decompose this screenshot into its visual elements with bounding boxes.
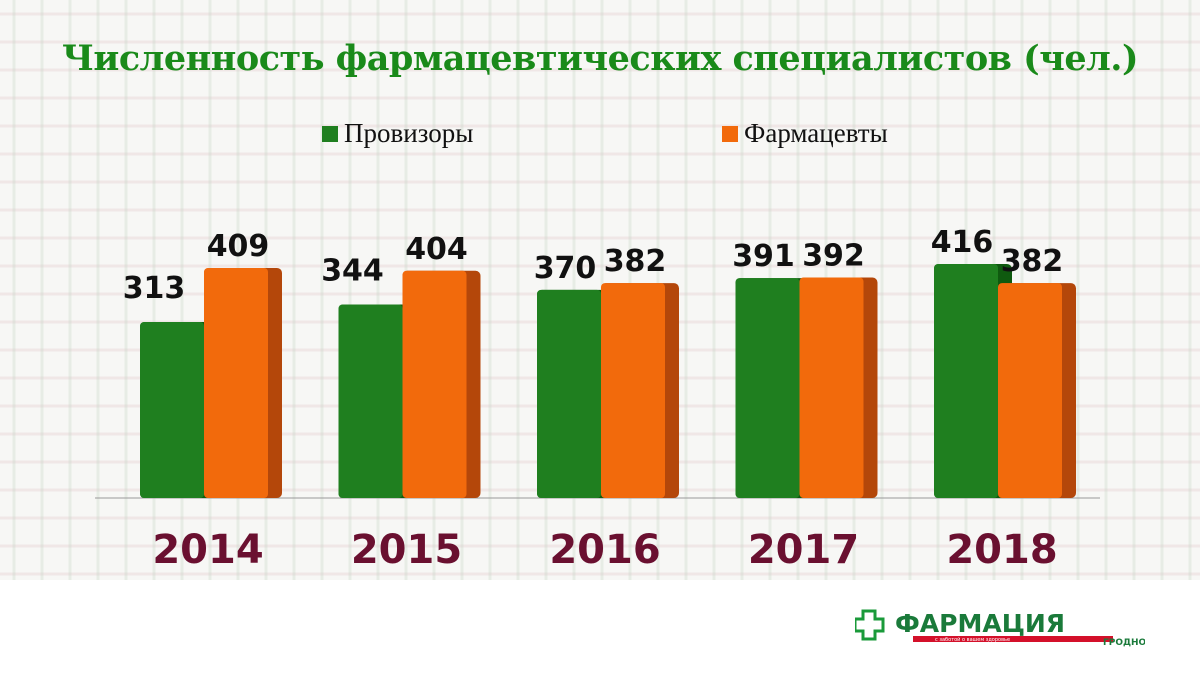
bar-2016-farmacevty bbox=[601, 283, 679, 498]
x-tick-label: 2018 bbox=[946, 527, 1057, 573]
chart-title: Численность фармацевтических специалисто… bbox=[61, 38, 1139, 79]
data-label: 382 bbox=[604, 244, 667, 279]
legend-item-provizory: Провизоры bbox=[322, 118, 473, 149]
data-label: 382 bbox=[1001, 244, 1064, 279]
data-label: 370 bbox=[534, 251, 597, 286]
legend-swatch-orange bbox=[722, 125, 738, 142]
bar-2014-farmacevty bbox=[204, 267, 282, 498]
x-tick-label: 2016 bbox=[549, 527, 660, 573]
data-label: 344 bbox=[321, 254, 384, 289]
farmacia-logo: ФАРМАЦИЯ с заботой о вашем здоровье ГРОД… bbox=[855, 609, 1145, 648]
x-tick-label: 2014 bbox=[152, 527, 263, 573]
legend-label: Провизоры bbox=[344, 118, 474, 148]
bar-2018-provizory bbox=[934, 264, 1012, 498]
data-label: 313 bbox=[123, 271, 186, 306]
legend-item-farmacevty: Фармацевты bbox=[722, 118, 888, 149]
logo-city: ГРОДНО bbox=[1103, 638, 1145, 648]
legend-label: Фармацевты bbox=[744, 118, 888, 148]
logo-name: ФАРМАЦИЯ bbox=[895, 609, 1065, 638]
data-label: 392 bbox=[802, 239, 865, 274]
bar-2017-farmacevty bbox=[799, 277, 878, 498]
data-label: 404 bbox=[405, 232, 468, 267]
bar-2018-farmacevty bbox=[998, 283, 1076, 498]
bar-2017-provizory bbox=[735, 278, 814, 498]
x-tick-label: 2015 bbox=[351, 527, 462, 573]
legend-swatch-green bbox=[322, 125, 338, 142]
data-label: 391 bbox=[732, 239, 795, 274]
bar-2016-provizory bbox=[537, 289, 615, 498]
data-label: 409 bbox=[207, 229, 270, 264]
logo-tagline: с заботой о вашем здоровье bbox=[935, 636, 1010, 643]
bar-2015-farmacevty bbox=[402, 270, 481, 498]
data-label: 416 bbox=[931, 225, 994, 260]
bar-2015-provizory bbox=[338, 304, 417, 498]
bar-2014-provizory bbox=[140, 321, 218, 498]
x-tick-label: 2017 bbox=[748, 527, 859, 573]
